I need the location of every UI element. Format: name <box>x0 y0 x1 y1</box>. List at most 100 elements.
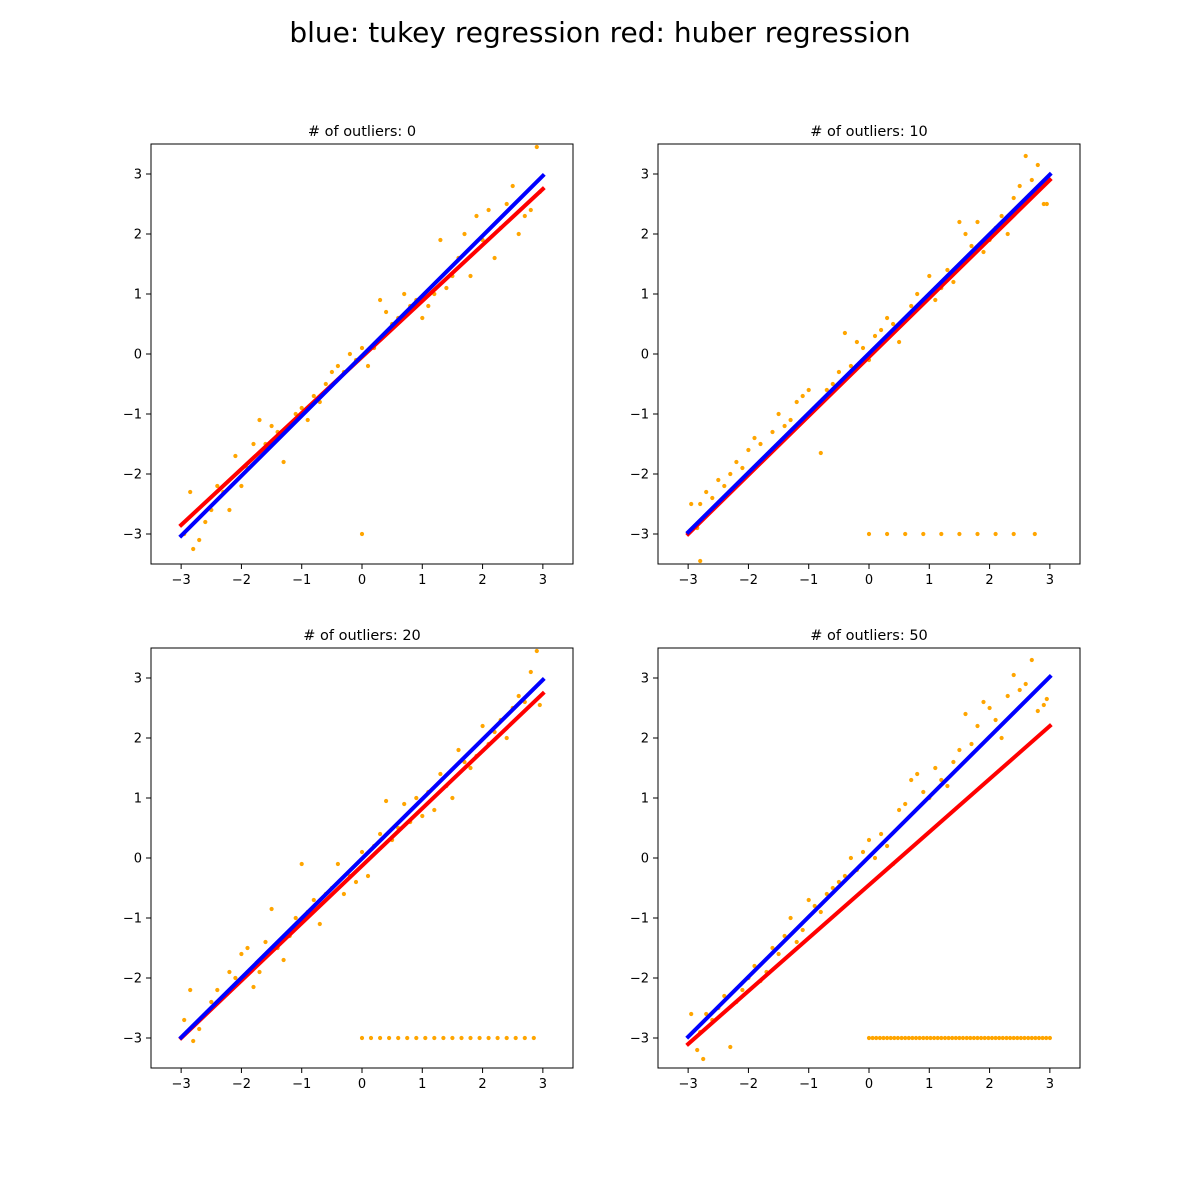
data-point <box>1023 681 1028 687</box>
data-point <box>969 243 974 249</box>
data-point <box>191 546 196 552</box>
data-point <box>299 405 304 411</box>
data-point <box>1029 177 1034 183</box>
data-point <box>906 1035 911 1041</box>
data-point <box>899 1035 904 1041</box>
data-point <box>903 531 908 537</box>
x-tick-label: 2 <box>478 1077 486 1092</box>
data-point <box>740 987 745 993</box>
data-point <box>1044 201 1049 207</box>
data-point <box>913 1035 919 1041</box>
data-point <box>915 771 920 777</box>
data-point <box>513 1035 518 1041</box>
data-point <box>836 369 842 375</box>
data-point <box>981 249 986 255</box>
data-point <box>782 423 787 429</box>
data-point <box>432 1035 437 1041</box>
y-tick-label: −2 <box>630 468 649 483</box>
data-point <box>492 255 497 261</box>
data-point <box>818 909 823 915</box>
data-point <box>245 945 250 951</box>
x-tick-label: −1 <box>799 1077 818 1092</box>
x-tick-label: 1 <box>418 1077 426 1092</box>
data-point <box>933 765 938 771</box>
data-point <box>402 291 407 297</box>
data-point <box>728 471 733 477</box>
data-point <box>975 219 980 225</box>
data-point <box>903 801 908 807</box>
x-tick-label: −1 <box>799 573 818 588</box>
data-point <box>800 393 805 399</box>
data-point <box>438 771 443 777</box>
data-point <box>728 1044 733 1050</box>
data-point <box>921 789 926 795</box>
data-point <box>359 849 365 855</box>
data-point <box>420 813 425 819</box>
data-point <box>870 1035 875 1041</box>
y-tick-label: 3 <box>134 168 142 183</box>
data-point <box>188 489 193 495</box>
x-tick-label: 3 <box>1046 1077 1054 1092</box>
data-point <box>534 648 539 654</box>
x-tick-label: −2 <box>232 1077 251 1092</box>
data-point <box>1035 162 1040 168</box>
data-point <box>945 267 950 273</box>
data-point <box>982 1035 987 1041</box>
x-tick-label: 3 <box>1046 573 1054 588</box>
data-point <box>885 315 890 321</box>
data-point <box>986 1035 991 1041</box>
data-point <box>486 1035 491 1041</box>
data-point <box>233 975 238 981</box>
data-point <box>752 435 757 441</box>
data-point <box>740 465 745 471</box>
data-point <box>818 450 823 456</box>
data-point <box>1022 1035 1027 1041</box>
data-point <box>1040 1035 1045 1041</box>
data-point <box>1017 687 1022 693</box>
data-point <box>468 273 473 279</box>
data-point <box>450 1035 455 1041</box>
data-point <box>1015 1035 1020 1041</box>
data-point <box>1029 657 1034 663</box>
data-point <box>979 1035 984 1041</box>
data-point <box>1004 1035 1009 1041</box>
data-point <box>522 213 527 219</box>
data-point <box>872 333 878 339</box>
x-tick-label: −2 <box>232 573 251 588</box>
data-point <box>1033 1035 1038 1041</box>
x-tick-label: 0 <box>865 573 873 588</box>
data-point <box>359 531 365 537</box>
y-tick-label: −3 <box>630 528 649 543</box>
data-point <box>921 1035 926 1041</box>
data-point <box>456 747 461 753</box>
data-point <box>405 1035 410 1041</box>
y-tick-label: −1 <box>123 408 142 423</box>
x-tick-label: 2 <box>985 1077 993 1092</box>
data-point <box>1011 531 1016 537</box>
tukey-regression-line <box>685 673 1053 1040</box>
data-point <box>987 705 992 711</box>
data-point <box>335 363 340 369</box>
data-point <box>951 279 956 285</box>
data-point <box>854 339 860 345</box>
plot-area <box>178 144 546 552</box>
data-point <box>1005 231 1010 237</box>
data-point <box>722 483 727 489</box>
y-tick-label: −2 <box>123 972 142 987</box>
x-tick-label: 2 <box>985 573 993 588</box>
data-point <box>957 1035 962 1041</box>
data-point <box>480 723 485 729</box>
data-point <box>197 537 202 543</box>
data-point <box>963 711 968 717</box>
data-point <box>378 297 383 303</box>
data-point <box>895 1035 901 1041</box>
data-point <box>928 1035 933 1041</box>
y-tick-label: 1 <box>641 288 649 303</box>
data-point <box>227 969 232 975</box>
figure-title: blue: tukey regression red: huber regres… <box>289 16 911 49</box>
data-point <box>927 273 932 279</box>
y-tick-label: 2 <box>641 228 649 243</box>
data-point <box>1047 1035 1052 1041</box>
data-point <box>414 1035 419 1041</box>
